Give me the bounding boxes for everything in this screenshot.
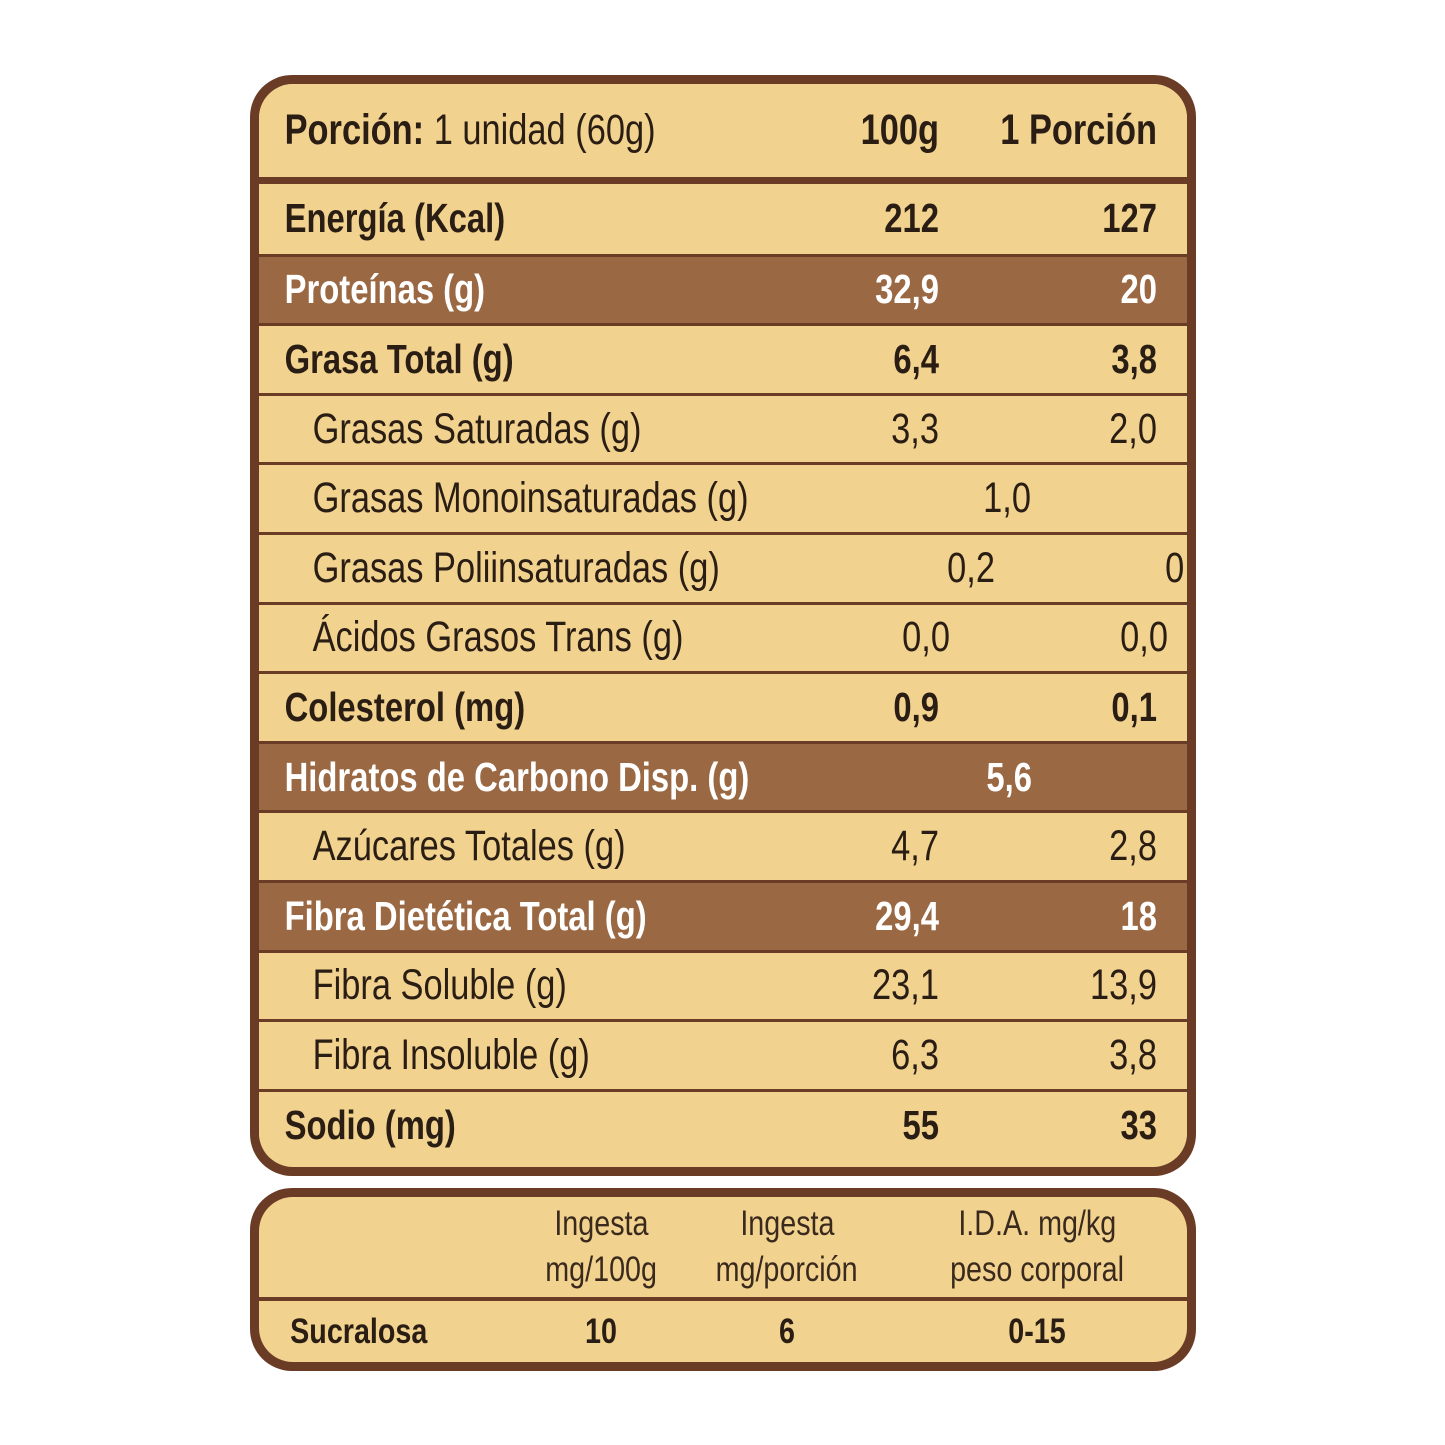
nutrient-name: Grasas Poliinsaturadas (g) [312,543,720,592]
value-per-portion: 3,4 [1075,754,1187,801]
column-header-100g: 100g [860,106,939,154]
nutrient-name: Hidratos de Carbono Disp. (g) [284,753,750,800]
nutrient-row: Energía (Kcal) 212 127 [259,184,1187,254]
nutrient-name: Grasa Total (g) [284,335,514,382]
value-per-portion: 13,9 [1090,961,1157,1010]
value-per-100g: 32,9 [875,266,939,313]
value-per-100g: 1,0 [983,474,1031,523]
nutrient-row: Azúcares Totales (g) 4,7 2,8 [259,810,1187,880]
nutrient-row: Fibra Insoluble (g) 6,3 3,8 [259,1019,1187,1089]
sweetener-table: Ingesta mg/100g Ingesta mg/porción I.D.A… [250,1188,1196,1371]
value-per-100g: 55 [902,1101,939,1148]
serving-label: Porción: [284,106,425,154]
nutrient-name: Colesterol (mg) [284,683,526,730]
nutrient-row: Grasa Total (g) 6,4 3,8 [259,323,1187,393]
sweetener-intake-100g: 10 [585,1312,617,1351]
nutrient-row: Fibra Dietética Total (g) 29,4 18 [259,879,1187,950]
value-per-100g: 0,9 [893,683,939,730]
nutrient-name: Energía (Kcal) [284,195,506,242]
nutrient-row: Grasas Poliinsaturadas (g) 0,2 0,1 [259,531,1187,602]
value-per-portion: 3,8 [1111,335,1157,382]
nutrient-row: Colesterol (mg) 0,9 0,1 [259,671,1187,741]
header-intake-100g: Ingesta mg/100g [545,1204,657,1289]
value-per-100g: 6,3 [891,1030,939,1079]
sweetener-ida: 0-15 [1008,1312,1066,1351]
serving-size: Porción: 1 unidad (60g) [259,106,675,155]
nutrient-name: Sodio (mg) [284,1101,456,1148]
nutrient-name: Fibra Soluble (g) [312,961,567,1010]
value-per-100g: 212 [884,195,939,242]
value-per-portion: 3,8 [1109,1030,1157,1079]
nutrition-facts-table: Porción: 1 unidad (60g) 100g 1 Porción E… [250,75,1196,1176]
header-intake-portion: Ingesta mg/porción [716,1204,858,1289]
nutrient-row: Fibra Soluble (g) 23,1 13,9 [259,949,1187,1020]
value-per-portion: 0,6 [1075,474,1187,523]
nutrient-name: Ácidos Grasos Trans (g) [312,613,684,662]
nutrition-table-body: Porción: 1 unidad (60g) 100g 1 Porción E… [259,84,1187,1167]
value-per-portion: 0,0 [1119,613,1168,662]
value-per-100g: 29,4 [875,892,939,939]
nutrient-row: Proteínas (g) 32,9 20 [259,253,1187,324]
nutrient-row: Ácidos Grasos Trans (g) 0,0 0,0 [259,601,1187,672]
nutrient-row: Grasas Monoinsaturadas (g) 1,0 0,6 [259,462,1187,532]
nutrient-name: Fibra Dietética Total (g) [284,892,647,939]
nutrient-name: Proteínas (g) [284,266,486,313]
serving-value: 1 unidad (60g) [433,106,656,154]
sweetener-row: Sucralosa 10 6 0-15 [259,1301,1187,1362]
value-per-100g: 5,6 [986,753,1032,800]
nutrient-name: Fibra Insoluble (g) [312,1030,590,1079]
value-per-portion: 0,1 [1165,543,1187,592]
value-per-portion: 33 [1120,1101,1157,1148]
value-per-100g: 6,4 [893,335,939,382]
value-per-100g: 23,1 [872,961,939,1010]
nutrient-name: Grasas Monoinsaturadas (g) [312,474,749,523]
nutrient-row: Hidratos de Carbono Disp. (g) 5,6 3,4 [259,740,1187,811]
column-header-portion: 1 Porción [1000,106,1157,154]
value-per-portion: 2,0 [1109,404,1157,453]
nutrient-name: Azúcares Totales (g) [312,822,626,871]
serving-header-row: Porción: 1 unidad (60g) 100g 1 Porción [259,84,1187,184]
sweetener-header-row: Ingesta mg/100g Ingesta mg/porción I.D.A… [259,1197,1187,1301]
sweetener-intake-portion: 6 [779,1312,795,1351]
sweetener-header-blank [259,1197,515,1297]
value-per-portion: 20 [1120,266,1157,313]
sweetener-table-body: Ingesta mg/100g Ingesta mg/porción I.D.A… [259,1197,1187,1362]
value-per-100g: 0,2 [947,543,996,592]
value-per-portion: 2,8 [1109,822,1157,871]
value-per-100g: 4,7 [891,822,939,871]
value-per-100g: 3,3 [891,404,939,453]
value-per-portion: 127 [1102,195,1157,242]
value-per-portion: 18 [1120,892,1157,939]
nutrient-row: Sodio (mg) 55 33 [259,1088,1187,1159]
value-per-100g: 0,0 [901,613,950,662]
header-ida: I.D.A. mg/kg peso corporal [950,1204,1124,1289]
nutrient-name: Grasas Saturadas (g) [312,404,642,453]
sweetener-name: Sucralosa [290,1312,428,1351]
nutrient-row: Grasas Saturadas (g) 3,3 2,0 [259,392,1187,463]
value-per-portion: 0,1 [1111,683,1157,730]
